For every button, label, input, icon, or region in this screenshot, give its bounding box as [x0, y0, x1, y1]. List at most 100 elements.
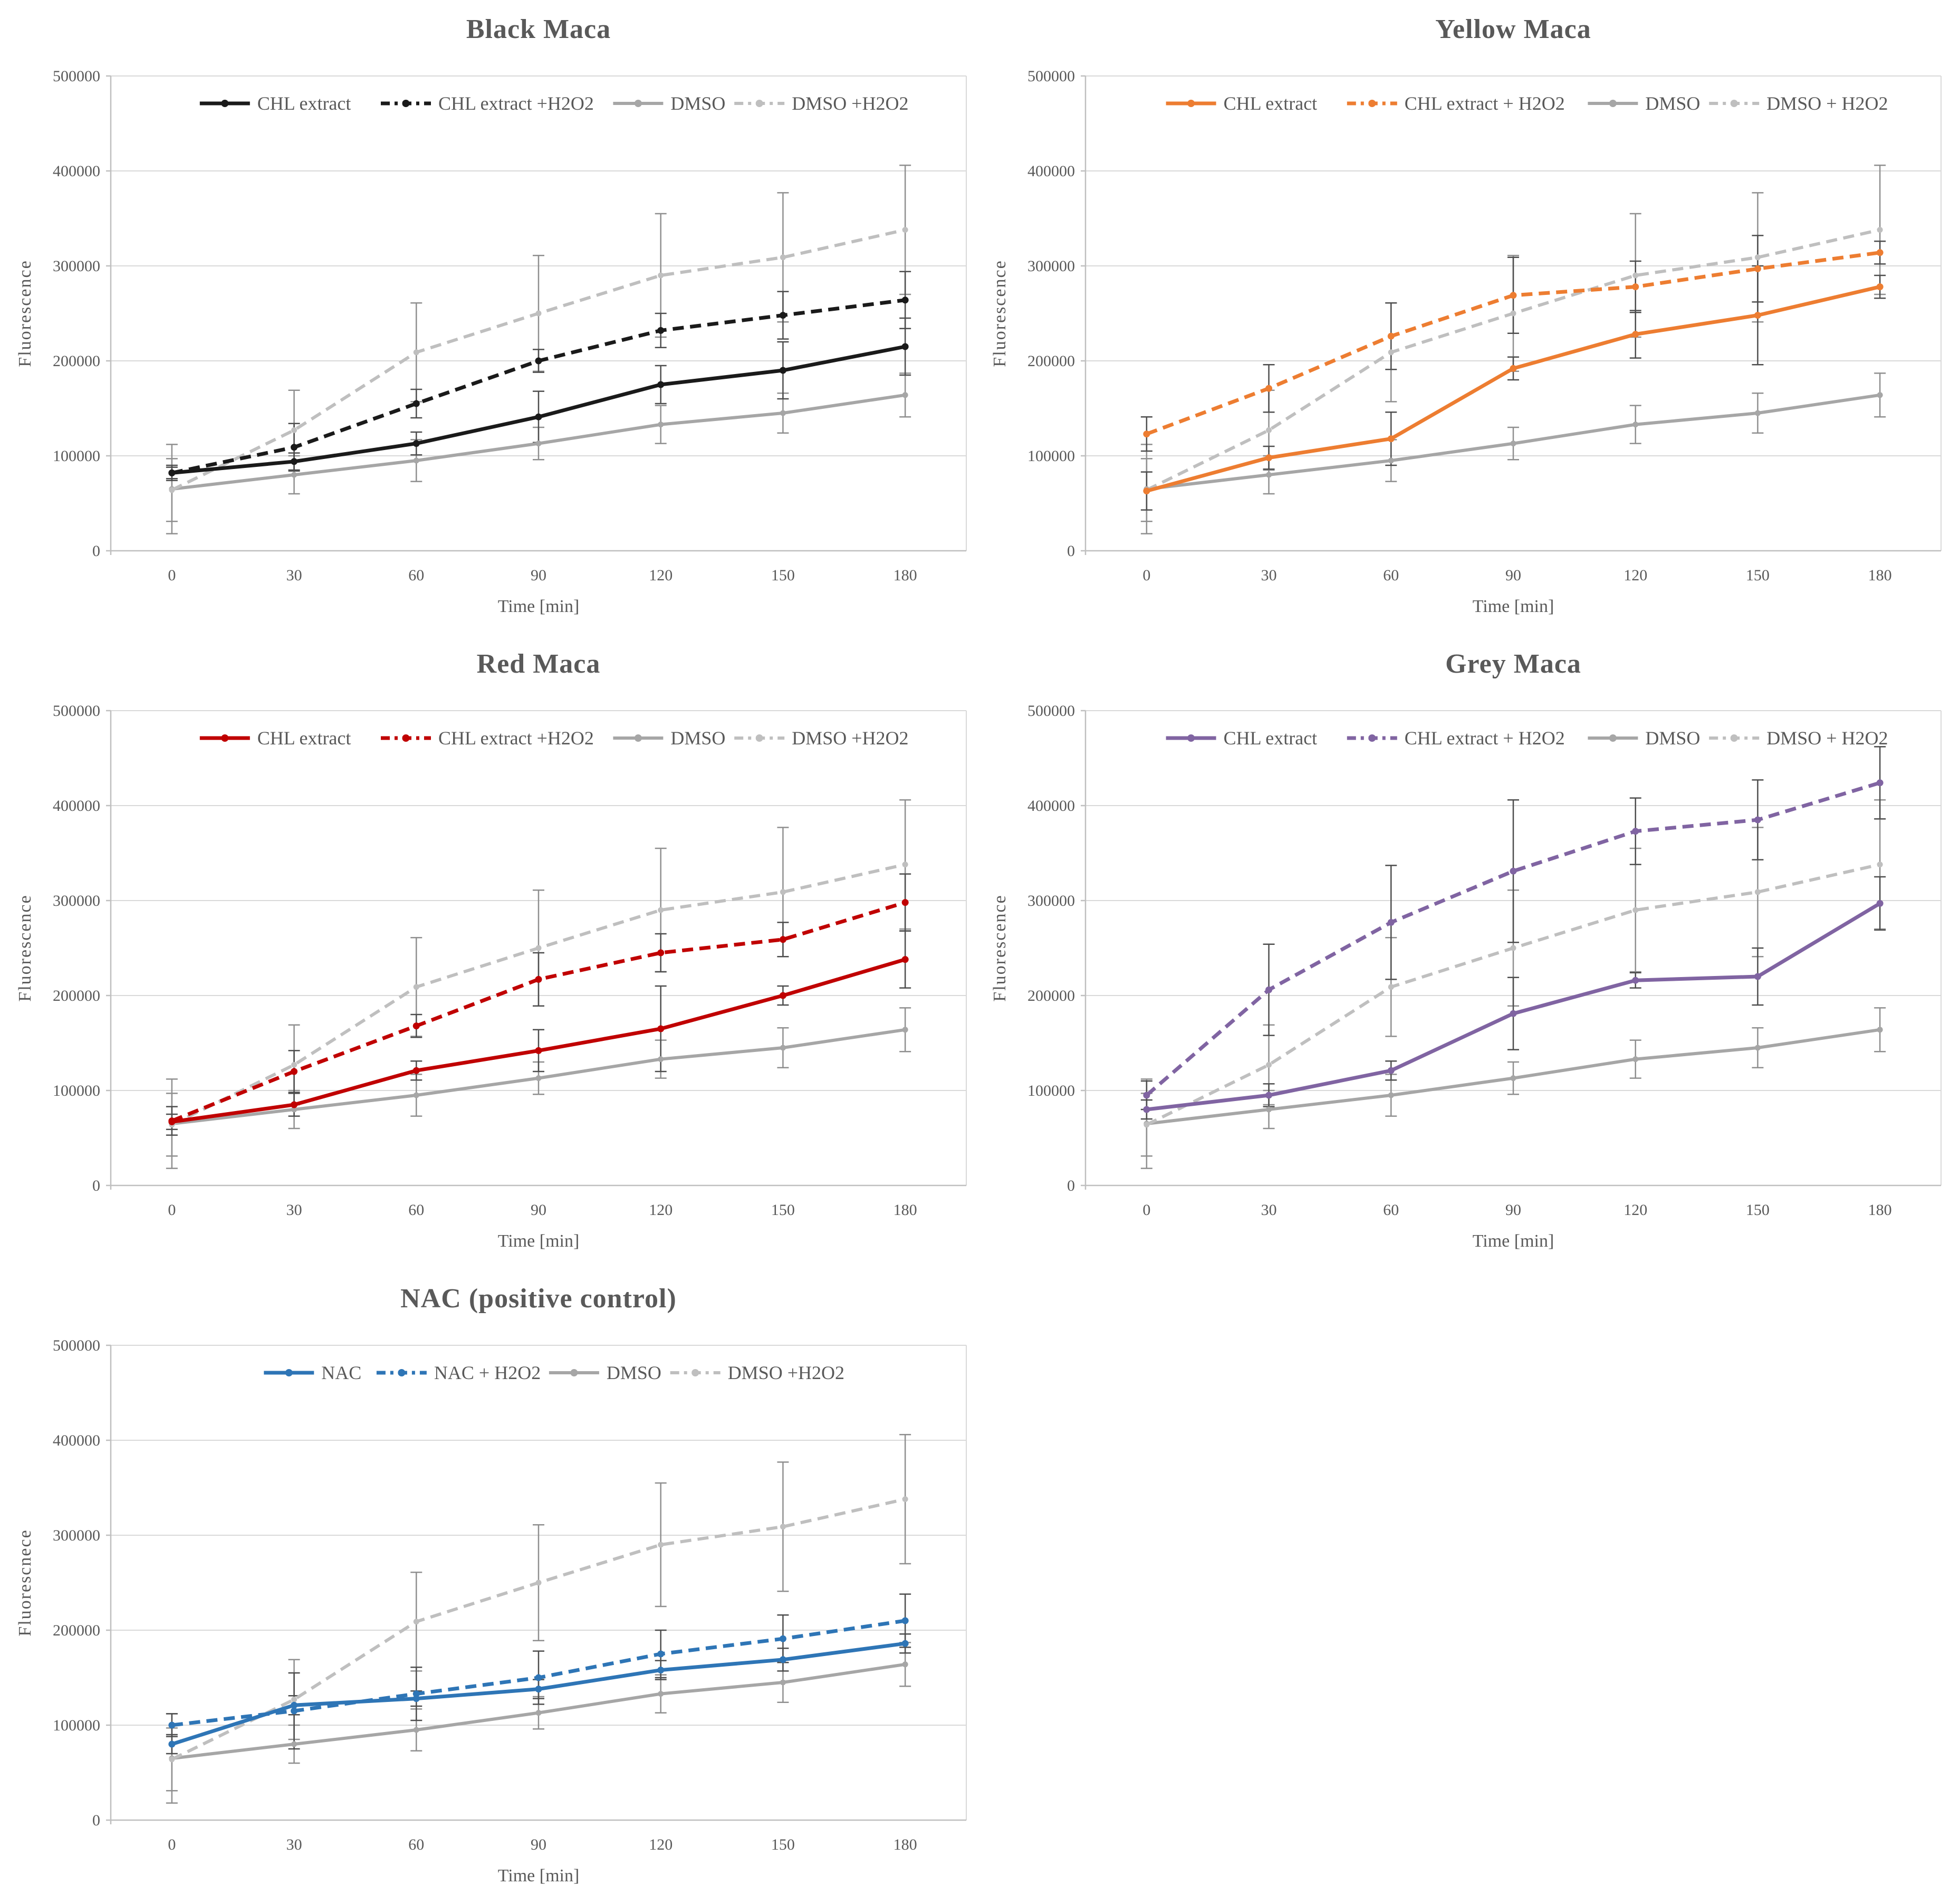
data-point-marker	[413, 1619, 419, 1625]
legend: CHL extract CHL extract +H2O2 DMSO DMSO +H2…	[199, 728, 909, 749]
data-point-marker	[1754, 265, 1761, 272]
data-point-marker	[901, 899, 909, 906]
y-tick-label: 400000	[53, 162, 100, 180]
data-point-marker	[1510, 441, 1516, 447]
legend-marker	[755, 734, 763, 742]
x-tick-label: 180	[894, 567, 917, 584]
legend: NAC NAC + H2O2 DMSO DMSO +H2O2	[264, 1362, 844, 1383]
legend-item: CHL extract + H2O2	[1347, 93, 1565, 114]
data-point-marker	[535, 1580, 542, 1586]
data-point-marker	[291, 427, 297, 433]
data-point-marker	[535, 310, 542, 317]
legend-item: CHL extract	[199, 728, 351, 749]
legend-marker	[755, 100, 763, 107]
chart-black-maca: Black Maca 0 100000 200000 300000 400000 5000…	[0, 0, 975, 635]
data-point-marker	[657, 1667, 665, 1674]
data-point-marker	[1510, 1010, 1517, 1017]
y-tick-label: 500000	[53, 702, 100, 720]
legend-label: CHL extract	[257, 728, 351, 749]
legend-marker	[634, 100, 642, 107]
data-point-marker	[1266, 472, 1272, 478]
x-tick-label: 150	[771, 1201, 795, 1219]
legend-marker	[1609, 100, 1617, 107]
legend-label: DMSO	[670, 93, 725, 114]
data-point-marker	[535, 1047, 542, 1054]
data-point-marker	[902, 1027, 908, 1033]
y-axis-tick-labels: 0 100000 200000 300000 400000 500000	[53, 68, 100, 560]
x-tick-label: 0	[168, 567, 176, 584]
chart-title-grey-maca: Grey Maca	[1445, 649, 1581, 679]
legend-label: DMSO	[607, 1362, 661, 1383]
data-point-marker	[1510, 867, 1517, 875]
data-point-marker	[291, 1741, 297, 1747]
data-point-marker	[1265, 454, 1273, 462]
y-axis-title: Fluorescence	[15, 260, 35, 367]
data-point-marker	[901, 956, 909, 963]
legend-label: DMSO +H2O2	[792, 93, 908, 114]
legend-item: DMSO	[613, 93, 725, 114]
data-point-marker	[169, 1756, 175, 1763]
y-tick-label: 300000	[53, 1527, 100, 1544]
axes	[106, 1344, 966, 1824]
chart-yellow-maca: Yellow Maca 0 100000 200000 300000 400000 500…	[975, 0, 1949, 635]
y-tick-label: 0	[92, 1812, 100, 1829]
data-point-marker	[658, 907, 664, 913]
data-point-marker	[169, 487, 175, 493]
data-point-marker	[412, 440, 420, 447]
y-axis-tick-labels: 0 100000 200000 300000 400000 500000	[1027, 702, 1075, 1194]
legend-item: CHL extract	[199, 93, 351, 114]
legend-label: CHL extract +H2O2	[438, 728, 594, 749]
data-point-marker	[1632, 1056, 1639, 1063]
chart-svg: 0 100000 200000 300000 400000 500000 Fluoresce…	[15, 702, 967, 1251]
data-point-marker	[1387, 332, 1395, 340]
chart-title-red-maca: Red Maca	[476, 649, 601, 679]
x-tick-label: 90	[531, 1836, 546, 1853]
chart-canvas-grey-maca: 0 100000 200000 300000 400000 500000 Fluoresce…	[975, 685, 1949, 1266]
x-tick-label: 120	[649, 567, 673, 584]
x-tick-label: 90	[1505, 1201, 1521, 1219]
y-tick-label: 100000	[1027, 447, 1075, 465]
data-point-marker	[1632, 283, 1639, 291]
x-tick-label: 60	[1383, 567, 1399, 584]
data-point-marker	[658, 422, 664, 428]
legend-marker	[634, 734, 642, 742]
data-point-marker	[291, 1707, 298, 1715]
data-point-marker	[1388, 349, 1394, 356]
x-axis-title: Time [min]	[498, 597, 580, 616]
data-point-marker	[291, 444, 298, 451]
legend-item: CHL extract +H2O2	[381, 728, 594, 749]
legend: CHL extract CHL extract + H2O2 DMSO DMSO + …	[1166, 728, 1888, 749]
data-point-marker	[658, 1056, 664, 1063]
series-chl-extract-h2o2	[168, 296, 909, 476]
legend-marker	[691, 1369, 699, 1376]
legend-marker	[1730, 100, 1738, 107]
legend-item: DMSO +H2O2	[670, 1362, 844, 1383]
legend-marker	[402, 100, 410, 107]
data-point-marker	[901, 1617, 909, 1624]
y-tick-label: 500000	[53, 68, 100, 85]
y-tick-label: 500000	[1027, 702, 1075, 720]
empty-cell	[975, 1269, 1949, 1904]
data-point-marker	[291, 1106, 297, 1113]
x-tick-label: 60	[408, 1836, 424, 1853]
data-point-marker	[779, 367, 786, 374]
data-point-marker	[1387, 435, 1395, 443]
data-point-marker	[1266, 1106, 1272, 1113]
legend-item: DMSO	[1588, 728, 1700, 749]
data-point-marker	[1143, 1092, 1150, 1099]
x-tick-label: 150	[1746, 567, 1770, 584]
data-point-marker	[535, 1686, 542, 1693]
x-axis-tick-labels: 0 30 60 90 120 150 180	[168, 1201, 917, 1219]
x-tick-label: 150	[1746, 1201, 1770, 1219]
y-axis-title: Fluorescnece	[15, 1529, 35, 1636]
y-tick-label: 300000	[1027, 892, 1075, 910]
x-tick-label: 90	[531, 567, 546, 584]
x-tick-label: 120	[649, 1201, 673, 1219]
data-point-marker	[780, 254, 786, 261]
chart-svg: 0 100000 200000 300000 400000 500000 Fluoresce…	[990, 702, 1942, 1251]
data-point-marker	[902, 1661, 908, 1668]
chart-grey-maca: Grey Maca 0 100000 200000 300000 400000 50000…	[975, 635, 1949, 1269]
axes	[106, 75, 966, 555]
error-bars	[1140, 746, 1886, 1169]
data-point-marker	[412, 1067, 420, 1074]
